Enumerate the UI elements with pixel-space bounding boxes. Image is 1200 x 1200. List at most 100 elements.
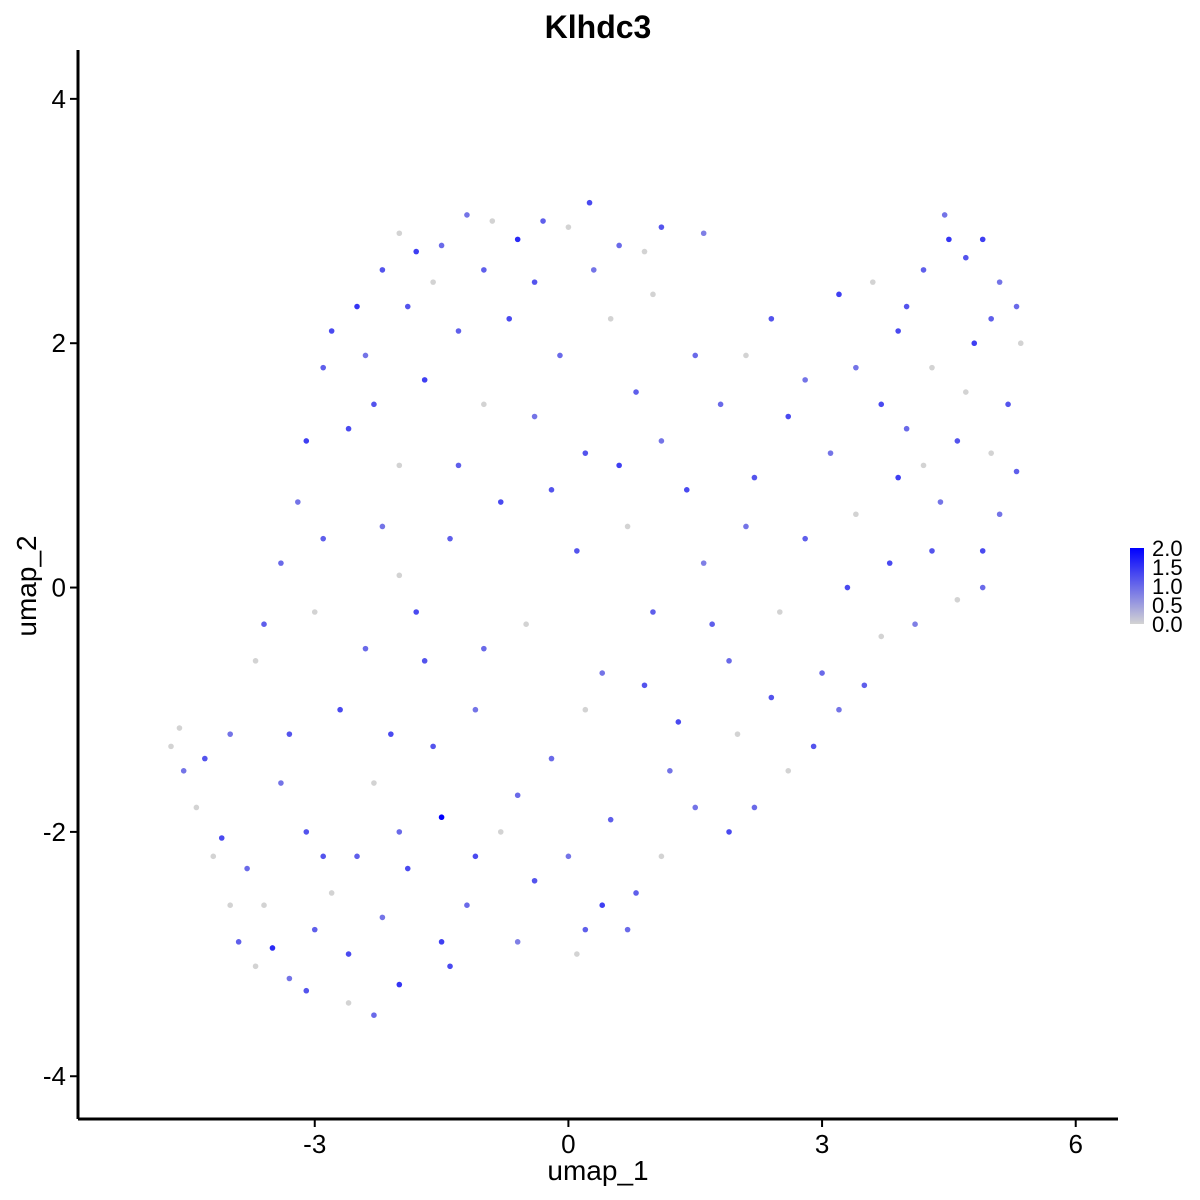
scatter-point — [895, 474, 901, 481]
scatter-point — [903, 303, 910, 310]
legend-label: 0.0 — [1152, 612, 1183, 637]
chart-title: Klhdc3 — [545, 9, 652, 45]
scatter-point — [971, 340, 978, 347]
scatter-point — [641, 248, 648, 255]
scatter-point — [658, 853, 665, 860]
scatter-point — [616, 242, 622, 249]
scatter-point — [362, 352, 369, 359]
scatter-point — [531, 413, 538, 420]
scatter-point — [810, 743, 817, 750]
scatter-point — [311, 609, 318, 615]
scatter-point — [227, 902, 233, 908]
scatter-point — [937, 499, 944, 505]
scatter-point — [252, 658, 259, 664]
x-ticks: -3 0 3 6 — [303, 1119, 1083, 1159]
scatter-point — [261, 902, 267, 908]
scatter-point — [404, 303, 411, 310]
scatter-point — [836, 291, 842, 298]
scatter-point — [565, 224, 572, 230]
scatter-point — [396, 462, 403, 469]
scatter-point — [252, 963, 259, 970]
scatter-point — [853, 364, 859, 371]
scatter-point — [1013, 468, 1020, 475]
scatter-point — [523, 621, 529, 628]
scatter-point — [337, 706, 343, 713]
scatter-point — [244, 865, 250, 872]
scatter-point — [531, 279, 538, 285]
scatter-point — [362, 645, 369, 652]
scatter-point — [472, 706, 479, 713]
scatter-point — [396, 230, 403, 237]
scatter-point — [345, 1000, 352, 1006]
scatter-point — [514, 236, 521, 243]
scatter-point — [751, 474, 758, 481]
scatter-point — [869, 279, 876, 285]
scatter-point — [303, 438, 310, 444]
scatter-point — [785, 413, 792, 420]
scatter-point — [929, 364, 935, 371]
scatter-point — [903, 425, 910, 432]
legend-labels: 2.01.51.00.50.0 — [1152, 536, 1183, 637]
scatter-point — [768, 694, 775, 701]
scatter-point — [455, 462, 462, 469]
scatter-point — [827, 450, 834, 456]
scatter-point — [303, 829, 310, 835]
scatter-point — [227, 731, 233, 737]
scatter-point — [193, 804, 200, 811]
y-tick-label: -4 — [43, 1061, 66, 1091]
scatter-point — [371, 780, 377, 786]
scatter-point — [421, 377, 428, 383]
scatter-point — [709, 621, 715, 628]
scatter-point — [776, 609, 783, 615]
scatter-point — [844, 584, 851, 591]
scatter-point — [371, 1012, 377, 1018]
scatter-point — [954, 596, 961, 603]
scatter-point — [819, 670, 825, 676]
scatter-point — [667, 768, 673, 774]
scatter-point — [641, 682, 648, 689]
legend-label: 1.0 — [1152, 574, 1183, 599]
scatter-point — [557, 352, 563, 359]
scatter-point — [303, 987, 310, 994]
scatter-point — [912, 621, 918, 628]
scatter-point — [354, 853, 360, 860]
legend-label: 1.5 — [1152, 555, 1183, 580]
scatter-point — [586, 199, 593, 206]
scatter-point — [802, 377, 808, 383]
scatter-point — [540, 218, 546, 224]
scatter-point — [726, 658, 732, 664]
scatter-point — [168, 743, 174, 750]
scatter-point — [565, 853, 572, 860]
scatter-point — [599, 902, 606, 908]
scatter-point — [379, 267, 386, 273]
scatter-point — [278, 780, 284, 786]
scatter-point — [895, 328, 901, 334]
scatter-point — [650, 609, 656, 615]
scatter-point — [210, 853, 217, 860]
scatter-point — [278, 560, 284, 566]
scatter-point — [218, 835, 225, 841]
legend-label: 2.0 — [1152, 536, 1183, 561]
scatter-point — [345, 951, 352, 957]
scatter-point — [464, 902, 470, 908]
scatter-point — [582, 706, 589, 713]
scatter-point — [514, 939, 521, 945]
x-tick-label: 3 — [815, 1129, 829, 1159]
scatter-point — [320, 535, 327, 542]
axes — [76, 50, 1118, 1121]
scatter-point — [438, 242, 445, 249]
scatter-point — [946, 236, 952, 243]
scatter-point — [929, 548, 935, 554]
scatter-point — [388, 731, 394, 737]
scatter-point — [658, 438, 665, 444]
scatter-point — [531, 877, 538, 884]
scatter-point — [996, 511, 1003, 518]
scatter-point — [607, 315, 614, 322]
scatter-point — [988, 450, 994, 456]
scatter-point — [633, 890, 639, 896]
scatter-point — [878, 401, 885, 408]
scatter-point — [616, 462, 622, 469]
scatter-point — [979, 236, 986, 243]
scatter-point — [286, 731, 293, 737]
